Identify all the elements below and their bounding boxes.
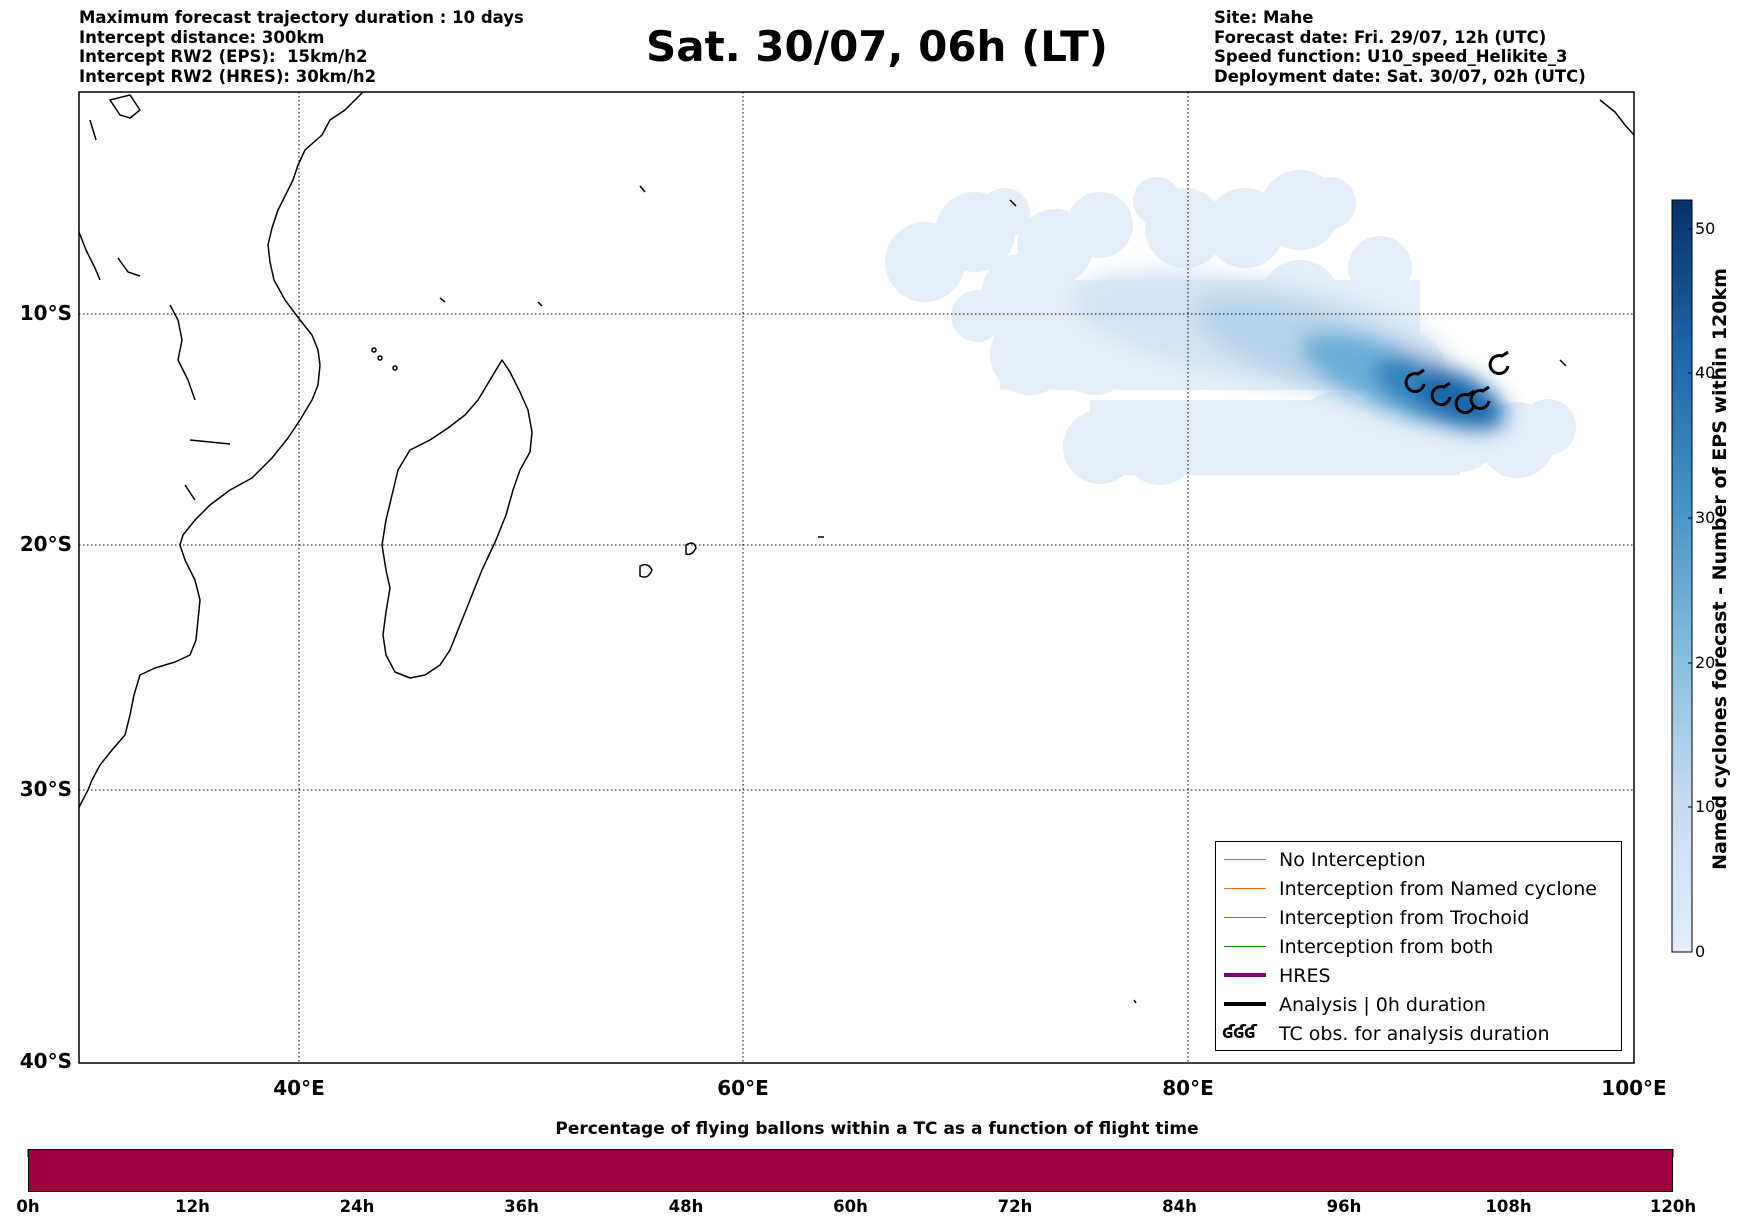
legend-line-both — [1224, 946, 1266, 947]
legend-label: Interception from both — [1279, 936, 1494, 958]
map-title: Sat. 30/07, 06h (LT) — [646, 22, 1108, 71]
density-colorbar — [1671, 199, 1693, 953]
legend-item: No Interception — [1216, 846, 1621, 874]
legend-item: Analysis | 0h duration — [1216, 991, 1621, 1019]
gridlines — [79, 92, 1634, 1063]
lat-label: 10°S — [19, 301, 72, 325]
tc-obs-glyph: ʛʛʛ — [1222, 1021, 1257, 1043]
tc-observation-markers — [1404, 350, 1510, 415]
header-left-line: Maximum forecast trajectory duration : 1… — [79, 8, 524, 27]
colorbar-tick: 10 — [1695, 797, 1716, 816]
legend-label: Analysis | 0h duration — [1279, 994, 1486, 1016]
bottom-bar-tick-label: 0h — [16, 1197, 40, 1216]
cyclone-density-field — [885, 170, 1576, 485]
colorbar-tick: 50 — [1695, 219, 1716, 238]
legend-line-analysis — [1224, 1002, 1266, 1006]
legend-line-trochoid — [1224, 917, 1266, 918]
colorbar-tick: 0 — [1695, 942, 1706, 961]
coastlines — [79, 92, 1634, 1004]
colorbar-tick: 40 — [1695, 363, 1716, 382]
header-left-line: Intercept RW2 (EPS): 15km/h2 — [79, 47, 368, 66]
lon-label: 100°E — [1601, 1076, 1667, 1100]
map-legend: No Interception Interception from Named … — [1215, 841, 1622, 1051]
bottom-bar-tick-label: 36h — [504, 1197, 539, 1216]
colorbar-tick: 30 — [1695, 508, 1716, 527]
legend-line-no-interception — [1224, 859, 1266, 860]
legend-label: TC obs. for analysis duration — [1279, 1023, 1550, 1045]
bottom-bar-tick-label: 48h — [668, 1197, 704, 1216]
header-left-line: Intercept distance: 300km — [79, 27, 325, 47]
header-right: Site: Mahe Forecast date: Fri. 29/07, 12… — [1214, 8, 1586, 86]
bottom-bar-tick-label: 24h — [339, 1197, 375, 1216]
colorbar-tick: 20 — [1695, 653, 1716, 672]
header-right-line: Speed function: U10_speed_Helikite_3 — [1214, 47, 1568, 66]
bottom-bar-tick-label: 72h — [997, 1197, 1033, 1216]
lat-label: 30°S — [19, 777, 72, 801]
lat-label: 20°S — [19, 532, 72, 556]
legend-line-hres — [1224, 973, 1266, 977]
legend-item: Interception from Named cyclone — [1216, 875, 1621, 903]
lat-label: 40°S — [19, 1049, 72, 1073]
map-frame — [78, 91, 1635, 1064]
legend-label: HRES — [1279, 965, 1331, 987]
legend-label: No Interception — [1279, 849, 1426, 871]
colorbar-ticks — [1688, 228, 1692, 953]
bottom-bar-tick-label: 12h — [175, 1197, 210, 1216]
bottom-bar-tick-label: 60h — [833, 1197, 868, 1216]
lon-label: 40°E — [273, 1076, 325, 1100]
bottom-bar-title: Percentage of flying ballons within a TC… — [555, 1119, 1199, 1139]
legend-item: ʛʛʛ TC obs. for analysis duration — [1216, 1020, 1621, 1048]
legend-label: Interception from Trochoid — [1279, 907, 1530, 929]
bottom-bar-tick-label: 108h — [1485, 1197, 1532, 1216]
header-left-line: Intercept RW2 (HRES): 30km/h2 — [79, 66, 377, 86]
bottom-bar-tick-label: 120h — [1649, 1197, 1697, 1216]
header-left: Maximum forecast trajectory duration : 1… — [79, 8, 524, 86]
lon-label: 80°E — [1162, 1076, 1214, 1100]
legend-item: Interception from Trochoid — [1216, 904, 1621, 932]
balloon-percentage-bar — [28, 1149, 1673, 1192]
bottom-bar-tick-label: 84h — [1162, 1197, 1197, 1216]
legend-line-named-cyclone — [1224, 888, 1266, 889]
header-right-line: Deployment date: Sat. 30/07, 02h (UTC) — [1214, 66, 1586, 86]
header-right-line: Forecast date: Fri. 29/07, 12h (UTC) — [1214, 27, 1547, 47]
bottom-bar-tick-label: 96h — [1326, 1197, 1362, 1216]
lon-label: 60°E — [717, 1076, 769, 1100]
legend-label: Interception from Named cyclone — [1279, 878, 1597, 900]
header-right-line: Site: Mahe — [1214, 8, 1314, 27]
legend-item: HRES — [1216, 962, 1621, 990]
colorbar-label: Named cyclones forecast - Number of EPS … — [1709, 268, 1731, 870]
legend-item: Interception from both — [1216, 933, 1621, 961]
